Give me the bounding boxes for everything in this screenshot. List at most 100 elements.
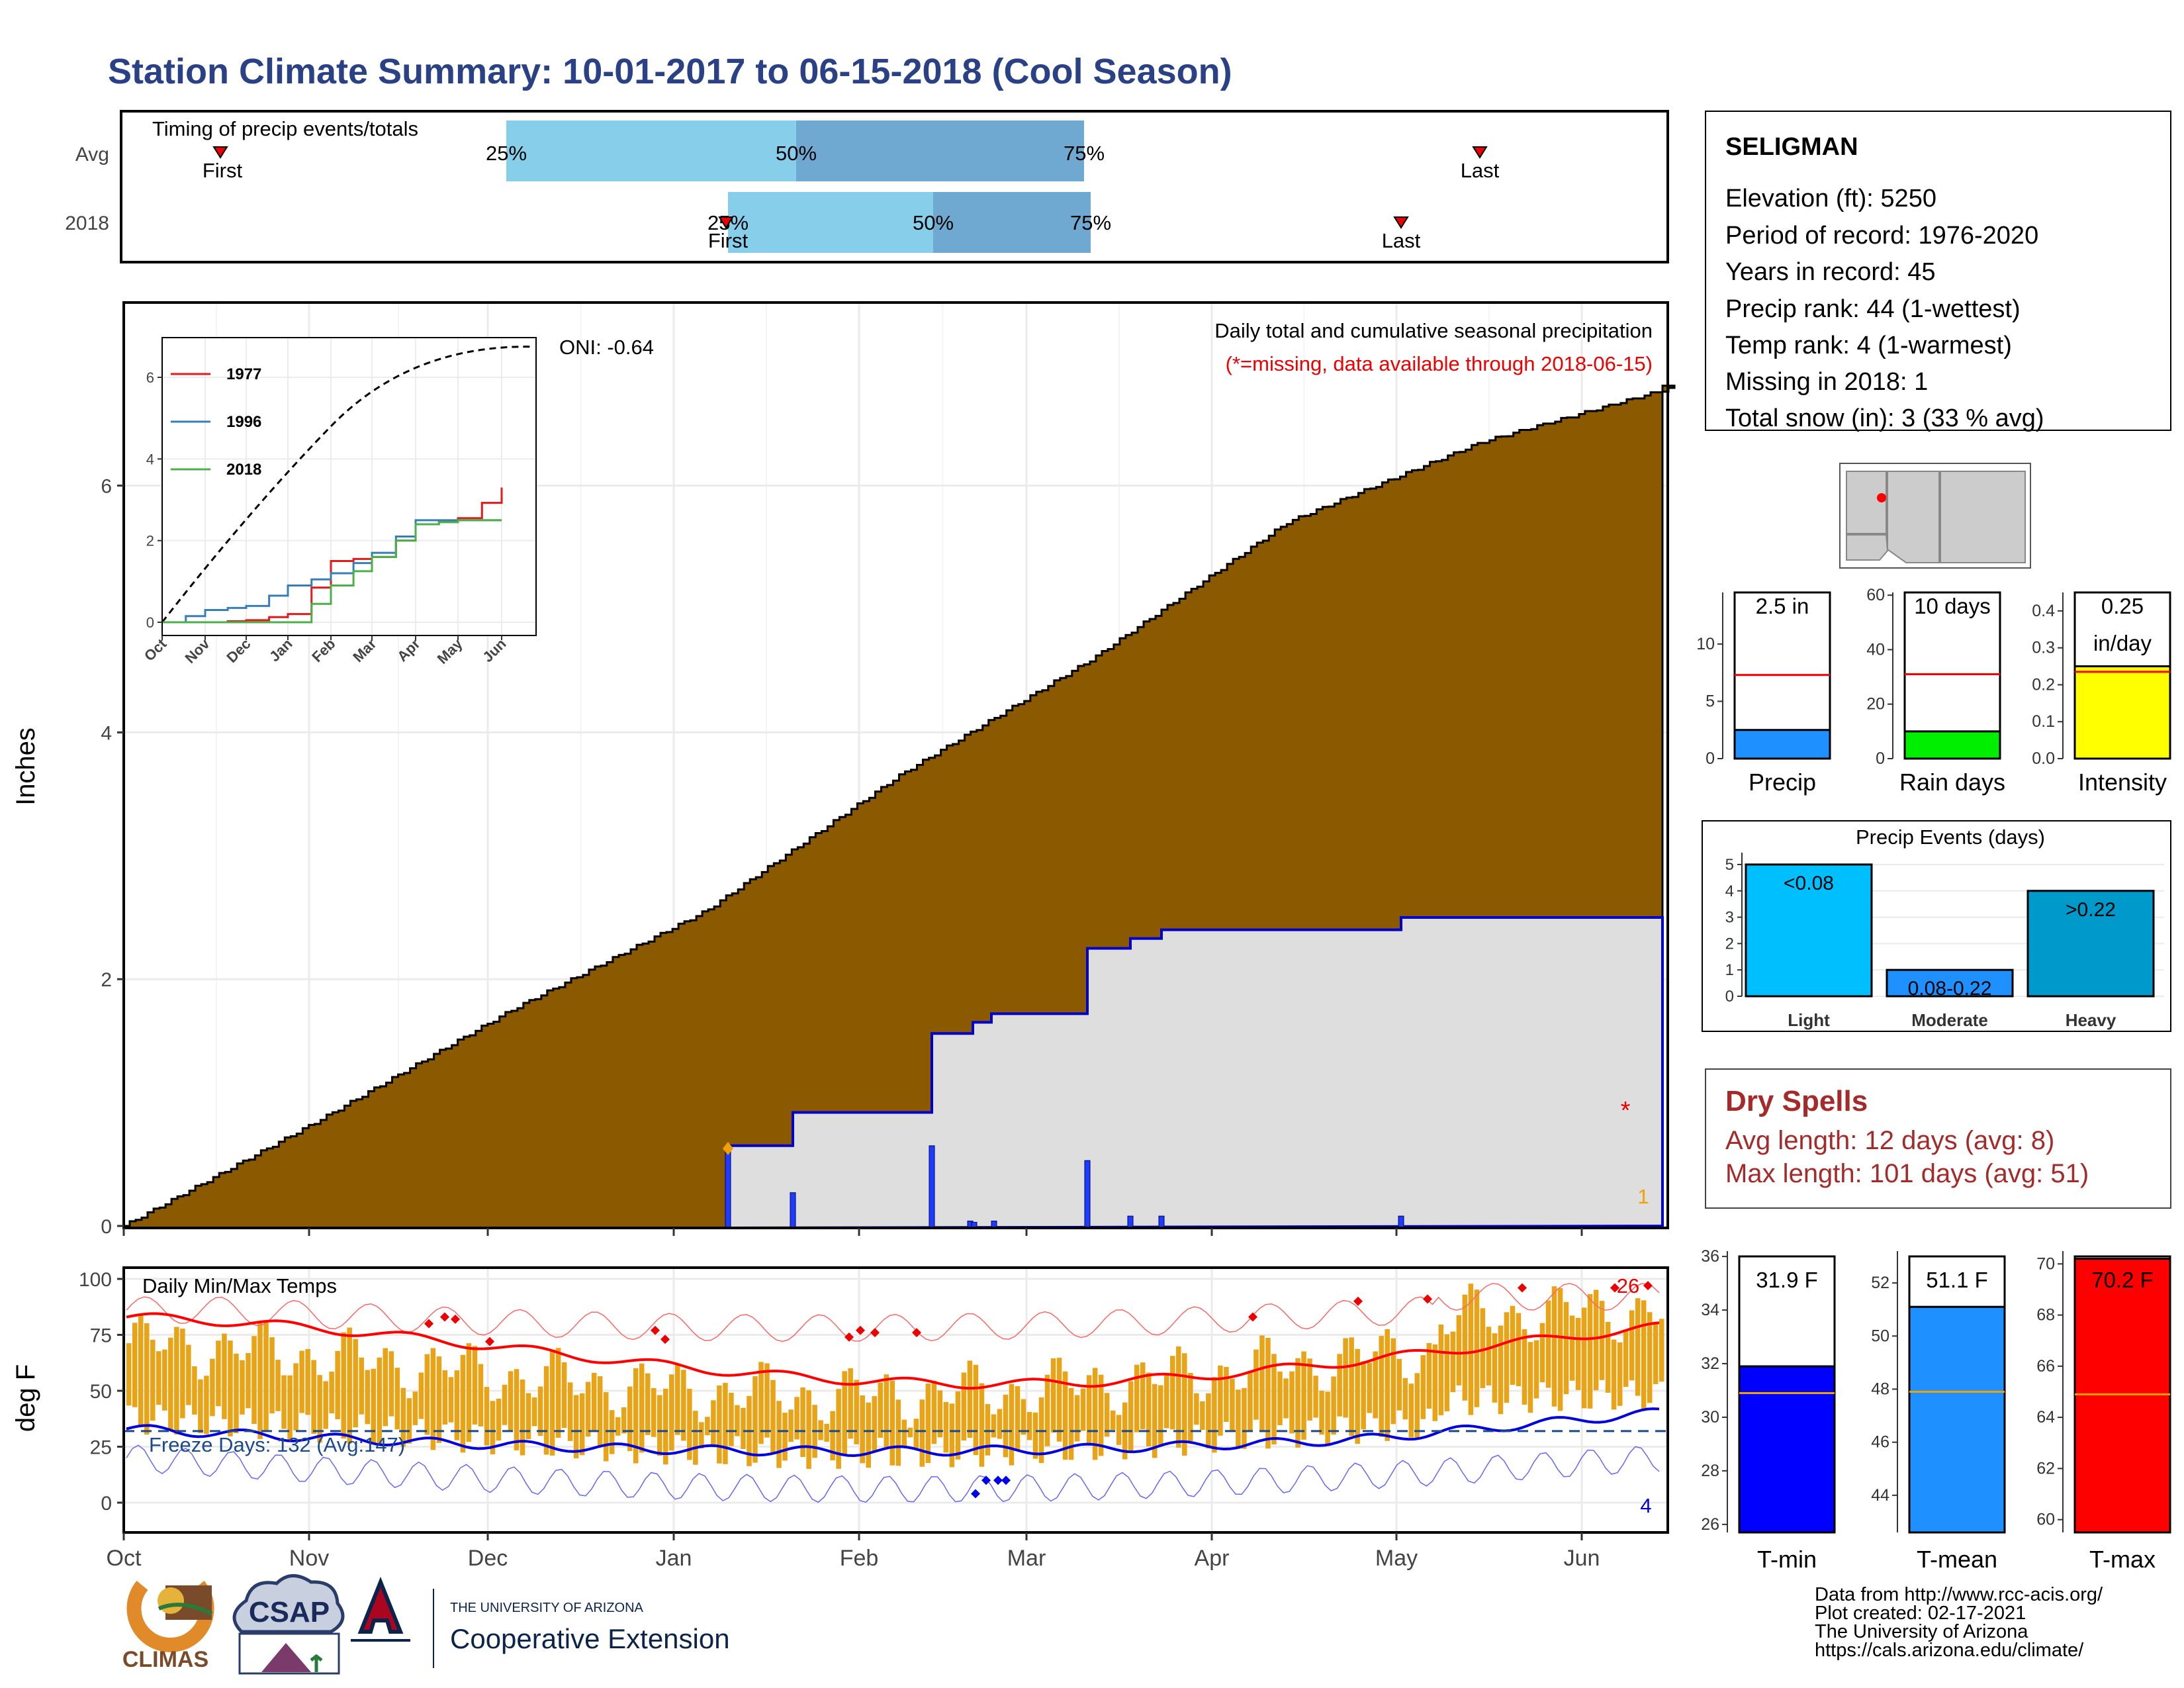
daily-temp-bar bbox=[1337, 1354, 1342, 1417]
daily-temp-bar bbox=[388, 1351, 394, 1417]
daily-temp-bar bbox=[1492, 1333, 1498, 1403]
temp-summary-bars: 26 28 30 32 34 36 31.9 F T-min 44 46 48 50 52 51.1 F T… bbox=[1701, 1247, 2171, 1573]
daily-temp-bar bbox=[1206, 1393, 1211, 1449]
daily-temp-bar bbox=[222, 1333, 227, 1419]
daily-temp-bar bbox=[1456, 1315, 1462, 1385]
daily-temp-bar bbox=[1224, 1366, 1229, 1422]
events-category-label: Moderate bbox=[1911, 1010, 1988, 1030]
daily-temp-bar bbox=[1062, 1371, 1068, 1460]
daily-temp-bar bbox=[1289, 1371, 1295, 1434]
daily-temp-bar bbox=[460, 1354, 466, 1453]
daily-temp-bar bbox=[150, 1339, 156, 1421]
daily-temp-bar bbox=[1462, 1294, 1468, 1401]
daily-temp-bar bbox=[1659, 1319, 1664, 1382]
station-elevation: Elevation (ft): 5250 bbox=[1725, 185, 1936, 212]
record-high-marker bbox=[912, 1328, 921, 1338]
events-ytick-label: 4 bbox=[1725, 882, 1734, 900]
record-high-marker bbox=[1518, 1283, 1527, 1293]
daily-temp-bar bbox=[263, 1321, 269, 1432]
month-label: Dec bbox=[468, 1546, 508, 1571]
record-high-marker bbox=[1643, 1281, 1653, 1291]
summary-ytick-label: 0.4 bbox=[2032, 602, 2055, 620]
daily-temp-bar bbox=[770, 1380, 776, 1454]
summary-ytick-label: 60 bbox=[1866, 586, 1885, 604]
daily-temp-bar bbox=[293, 1363, 298, 1430]
daily-temp-bar bbox=[1194, 1393, 1199, 1425]
precip-bar bbox=[1733, 729, 1831, 760]
daily-temp-bar bbox=[1050, 1358, 1056, 1433]
daily-temp-bar bbox=[311, 1360, 316, 1434]
daily-temp-bar bbox=[872, 1396, 877, 1452]
daily-temp-bar bbox=[383, 1348, 388, 1427]
record-high-marker bbox=[440, 1312, 449, 1322]
daily-temp-bar bbox=[1420, 1355, 1426, 1419]
temp-panel: deg F 0 25 50 75 100 Daily Min/Max Temps Fre… bbox=[11, 1266, 1669, 1534]
daily-temp-bar bbox=[985, 1404, 991, 1456]
daily-temp-bar bbox=[210, 1358, 215, 1417]
summary-ytick-label: 20 bbox=[1866, 695, 1885, 714]
precip-note-1: Daily total and cumulative seasonal prec… bbox=[1214, 319, 1653, 342]
daily-temp-bar bbox=[1158, 1385, 1163, 1446]
timing-2018-75: 75% bbox=[1070, 211, 1111, 234]
daily-temp-bar bbox=[1092, 1368, 1098, 1460]
daily-temp-bar bbox=[430, 1348, 436, 1450]
climas-wordmark: CLIMAS bbox=[122, 1647, 208, 1672]
daily-temp-bar bbox=[1533, 1340, 1539, 1399]
daily-temp-bar bbox=[1367, 1362, 1372, 1413]
daily-temp-bar bbox=[531, 1397, 537, 1427]
daily-temp-bar bbox=[371, 1368, 376, 1443]
daily-temp-bar bbox=[299, 1350, 304, 1413]
daily-temp-bar bbox=[520, 1379, 525, 1456]
timing-2018-25-50 bbox=[728, 192, 933, 253]
daily-temp-bar bbox=[377, 1357, 382, 1444]
tmin-label: T-min bbox=[1757, 1546, 1817, 1573]
daily-temp-bar bbox=[1230, 1378, 1235, 1431]
daily-temp-bar bbox=[317, 1375, 322, 1443]
daily-temp-bar bbox=[1134, 1364, 1140, 1432]
daily-temp-bar bbox=[1116, 1415, 1122, 1445]
daily-temp-bar bbox=[240, 1360, 245, 1415]
intensity-value-unit: in/day bbox=[2093, 631, 2152, 655]
daily-temp-bar bbox=[1647, 1312, 1653, 1403]
record-high-marker bbox=[856, 1325, 865, 1335]
timing-avg-50-75 bbox=[796, 120, 1084, 181]
tmean-bar bbox=[1908, 1305, 2006, 1534]
daily-temp-bar bbox=[1527, 1342, 1533, 1413]
daily-temp-bar bbox=[1098, 1374, 1104, 1456]
daily-temp-bar bbox=[418, 1372, 424, 1419]
summary-ytick-label: 40 bbox=[1866, 640, 1885, 659]
daily-temp-bar bbox=[442, 1370, 448, 1425]
temp-ytick-label: 0 bbox=[101, 1493, 112, 1515]
station-period: Period of record: 1976-2020 bbox=[1725, 222, 2038, 250]
hot-count: 26 bbox=[1617, 1274, 1639, 1297]
daily-temp-bar bbox=[848, 1368, 853, 1439]
daily-temp-bar bbox=[406, 1398, 412, 1444]
timing-avg-last-marker bbox=[1472, 146, 1488, 159]
daily-temp-bar bbox=[1623, 1329, 1629, 1387]
daily-precip-bar bbox=[725, 1145, 731, 1229]
daily-temp-bar bbox=[424, 1354, 430, 1435]
month-label: Jan bbox=[656, 1546, 692, 1571]
daily-temp-bar bbox=[657, 1395, 662, 1456]
daily-temp-bar bbox=[1522, 1329, 1527, 1405]
daily-temp-bar bbox=[1182, 1353, 1187, 1456]
record-high-marker bbox=[870, 1328, 880, 1338]
daily-temp-bar bbox=[138, 1315, 144, 1427]
avg-max-temp-line bbox=[126, 1312, 1660, 1390]
daily-temp-bar bbox=[1325, 1391, 1330, 1446]
precip-value: 2.5 in bbox=[1756, 594, 1809, 618]
daily-temp-bar bbox=[484, 1387, 490, 1446]
record-high-marker bbox=[660, 1335, 670, 1344]
events-bar-moderate bbox=[1886, 968, 2014, 998]
daily-temp-bar bbox=[1212, 1377, 1217, 1453]
daily-temp-bar bbox=[269, 1337, 275, 1414]
footer-line-3: The University of Arizona bbox=[1815, 1621, 2028, 1642]
temp-summary-ytick-label: 28 bbox=[1701, 1462, 1719, 1480]
daily-temp-bar bbox=[257, 1321, 263, 1439]
daily-temp-bar bbox=[567, 1382, 573, 1441]
daily-temp-bar bbox=[1236, 1389, 1241, 1449]
footer: Data from http://www.rcc-acis.org/ Plot … bbox=[1815, 1584, 2103, 1661]
events-title: Precip Events (days) bbox=[1856, 825, 2045, 849]
daily-temp-bar bbox=[1044, 1374, 1050, 1446]
inset-legend-label: 1977 bbox=[226, 365, 261, 383]
